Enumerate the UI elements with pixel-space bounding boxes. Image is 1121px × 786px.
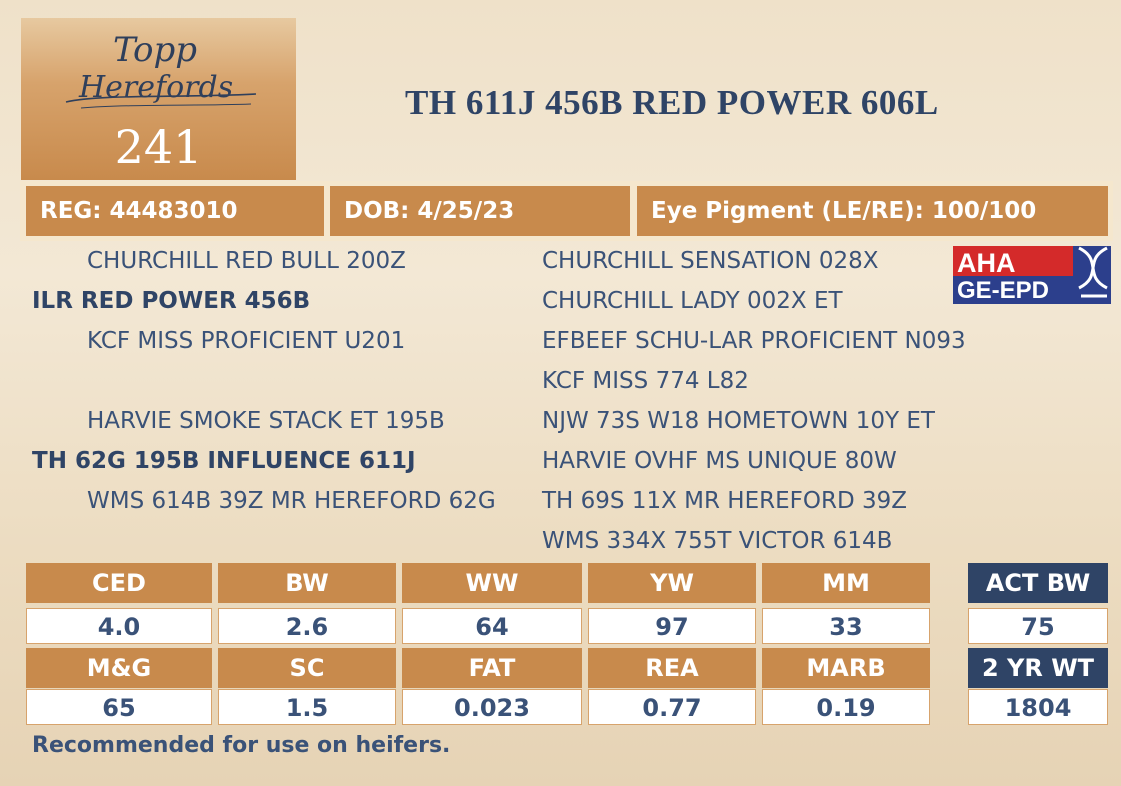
epd-header-sc: SC [218,648,396,688]
heifer-recommendation-note: Recommended for use on heifers. [32,733,451,758]
epd-header-ww: WW [402,563,582,603]
pedigree-sire: ILR RED POWER 456B [32,288,311,314]
pedigree-sire-sire-dam: CHURCHILL LADY 002X ET [542,288,843,314]
svg-text:AHA: AHA [957,248,1016,278]
epd-header-yw: YW [588,563,756,603]
registration-info-bar: REG: 44483010 DOB: 4/25/23 Eye Pigment (… [20,181,1113,241]
pedigree-sire-dam-sire: EFBEEF SCHU-LAR PROFICIENT N093 [542,328,966,354]
logo-text-herefords: Herefords [79,70,234,105]
epd-value-sc: 1.5 [218,689,396,725]
epd-value-mm: 33 [762,608,930,644]
epd-value-ww: 64 [402,608,582,644]
topp-herefords-logo: Topp Herefords [61,26,261,118]
epd-value-ced: 4.0 [26,608,212,644]
animal-name-title: TH 611J 456B RED POWER 606L [405,83,939,122]
two-year-wt-header: 2 YR WT [968,648,1108,688]
logo-block: Topp Herefords 241 [21,18,296,180]
epd-value-bw: 2.6 [218,608,396,644]
epd-header-bw: BW [218,563,396,603]
pedigree-dam-dam: WMS 614B 39Z MR HEREFORD 62G [87,488,496,514]
actual-bw-header: ACT BW [968,563,1108,603]
lot-number: 241 [114,120,203,174]
aha-ge-epd-logo: AHA GE-EPD [953,246,1111,304]
epd-header-mg: M&G [26,648,212,688]
epd-header-rea: REA [588,648,756,688]
epd-header-mm: MM [762,563,930,603]
two-year-wt-value: 1804 [968,689,1108,725]
pedigree-dam-dam-sire: TH 69S 11X MR HEREFORD 39Z [542,488,908,514]
pedigree-sire-dam-dam: KCF MISS 774 L82 [542,368,749,394]
epd-value-fat: 0.023 [402,689,582,725]
actual-bw-value: 75 [968,608,1108,644]
logo-text-topp: Topp [113,30,198,70]
epd-value-rea: 0.77 [588,689,756,725]
pedigree-sire-sire-sire: CHURCHILL SENSATION 028X [542,248,879,274]
pedigree-dam-sire: HARVIE SMOKE STACK ET 195B [87,408,445,434]
pedigree-sire-sire: CHURCHILL RED BULL 200Z [87,248,406,274]
epd-header-ced: CED [26,563,212,603]
pedigree-dam-sire-sire: NJW 73S W18 HOMETOWN 10Y ET [542,408,935,434]
epd-value-mg: 65 [26,689,212,725]
epd-value-yw: 97 [588,608,756,644]
svg-text:GE-EPD: GE-EPD [957,277,1049,304]
date-of-birth: DOB: 4/25/23 [330,186,630,236]
eye-pigment: Eye Pigment (LE/RE): 100/100 [637,186,1108,236]
epd-value-marb: 0.19 [762,689,930,725]
pedigree-dam-sire-dam: HARVIE OVHF MS UNIQUE 80W [542,448,897,474]
logo-swash-icon [65,93,257,109]
epd-header-marb: MARB [762,648,930,688]
pedigree-sire-dam: KCF MISS PROFICIENT U201 [87,328,406,354]
reg-number: REG: 44483010 [26,186,324,236]
pedigree-dam: TH 62G 195B INFLUENCE 611J [32,448,416,474]
epd-header-fat: FAT [402,648,582,688]
pedigree-dam-dam-dam: WMS 334X 755T VICTOR 614B [542,528,893,554]
